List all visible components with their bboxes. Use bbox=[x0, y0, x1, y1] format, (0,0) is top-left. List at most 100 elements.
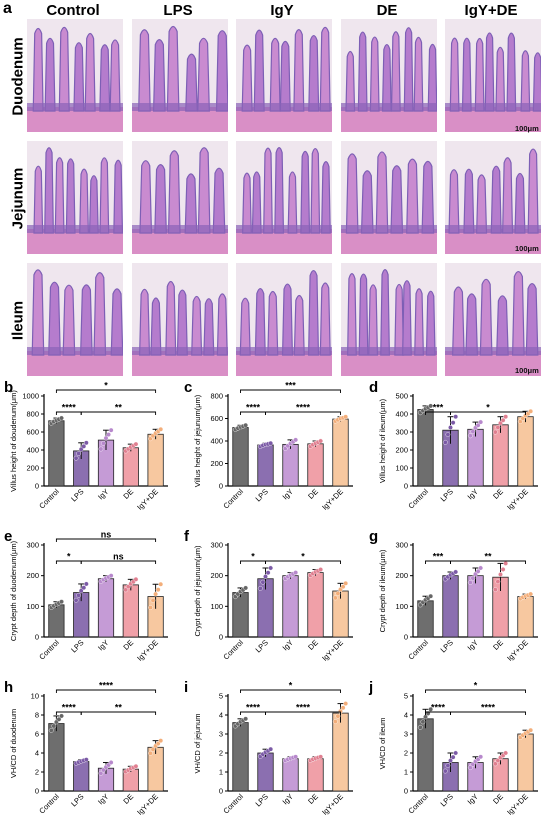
data-point bbox=[492, 761, 498, 767]
significance-label: ns bbox=[113, 552, 124, 562]
micrograph-jejunum-de bbox=[341, 141, 437, 254]
data-point bbox=[448, 758, 453, 764]
data-point bbox=[500, 567, 506, 572]
panel-letter-g: g bbox=[369, 528, 378, 545]
micrograph-duodenum-igy-de bbox=[445, 19, 541, 132]
data-point bbox=[478, 419, 484, 425]
data-point bbox=[335, 713, 341, 719]
x-tick-label: LPS bbox=[69, 638, 85, 654]
bar-lps bbox=[442, 575, 459, 638]
bar-control bbox=[232, 722, 249, 792]
data-point bbox=[78, 588, 84, 594]
data-point bbox=[478, 565, 484, 571]
micrograph-ileum-igy bbox=[236, 263, 332, 376]
y-tick-label: 10 bbox=[31, 692, 39, 701]
significance-label: * bbox=[104, 381, 108, 391]
y-tick-label: 3 bbox=[404, 730, 408, 739]
x-tick-label: IgY bbox=[281, 792, 295, 806]
data-point bbox=[263, 574, 268, 579]
y-tick-label: 4 bbox=[35, 749, 39, 758]
bar-igy-de bbox=[517, 733, 534, 792]
row-label-ileum: Ileum bbox=[9, 300, 27, 341]
data-point bbox=[528, 591, 534, 597]
data-point bbox=[475, 422, 481, 428]
data-point bbox=[528, 727, 534, 733]
x-tick-label: Control bbox=[406, 792, 430, 816]
x-tick-label: Control bbox=[221, 792, 245, 816]
data-point bbox=[478, 754, 484, 760]
y-tick-label: 4 bbox=[404, 711, 408, 720]
x-tick-label: IgY+DE bbox=[505, 792, 530, 817]
data-point bbox=[503, 414, 509, 420]
significance-label: *** bbox=[433, 552, 444, 562]
data-point bbox=[467, 433, 473, 439]
bar-igy-de bbox=[147, 433, 164, 487]
significance-bracket bbox=[55, 389, 157, 393]
significance-label: * bbox=[289, 681, 293, 691]
x-tick-label: DE bbox=[491, 792, 505, 806]
data-point bbox=[318, 438, 324, 444]
y-tick-label: 300 bbox=[395, 428, 408, 437]
y-axis-label: Villus height of ileum(μm) bbox=[378, 398, 387, 483]
significance-label: **** bbox=[296, 703, 311, 713]
data-point bbox=[158, 738, 164, 744]
data-point bbox=[343, 701, 349, 706]
data-point bbox=[500, 417, 506, 423]
x-tick-label: IgY+DE bbox=[135, 792, 160, 817]
data-point bbox=[260, 579, 266, 585]
significance-label: *** bbox=[433, 403, 444, 413]
data-point bbox=[475, 568, 481, 574]
micrograph-jejunum-igy-de bbox=[445, 141, 541, 254]
y-tick-label: 2 bbox=[404, 749, 408, 758]
column-header-igy: IgY bbox=[270, 2, 294, 19]
data-point bbox=[343, 414, 349, 420]
x-tick-label: IgY+DE bbox=[320, 792, 345, 817]
data-point bbox=[59, 713, 64, 719]
x-tick-label: LPS bbox=[439, 792, 455, 808]
x-tick-label: DE bbox=[121, 638, 135, 652]
bar-igy bbox=[282, 758, 299, 792]
bar-de bbox=[307, 758, 324, 792]
row-label-duodenum: Duodenum bbox=[9, 37, 27, 116]
significance-bracket bbox=[80, 560, 157, 564]
data-point bbox=[73, 455, 79, 461]
x-tick-label: LPS bbox=[69, 792, 85, 808]
y-axis-label: Crypt depth of duodenum(μm) bbox=[9, 540, 18, 641]
micrograph-ileum-de bbox=[341, 263, 437, 376]
data-point bbox=[503, 561, 509, 566]
x-tick-label: Control bbox=[406, 487, 430, 511]
bar-control bbox=[232, 592, 249, 638]
y-tick-label: 200 bbox=[26, 571, 39, 580]
data-point bbox=[76, 451, 82, 456]
significance-bracket bbox=[450, 560, 526, 564]
data-point bbox=[442, 439, 448, 445]
significance-bracket bbox=[450, 711, 526, 715]
significance-label: **** bbox=[246, 403, 261, 413]
bar-de bbox=[307, 572, 324, 638]
bar-de bbox=[307, 443, 324, 487]
data-point bbox=[453, 414, 459, 420]
x-tick-label: IgY bbox=[96, 638, 110, 652]
significance-bracket bbox=[80, 411, 157, 415]
data-point bbox=[417, 724, 423, 730]
y-tick-label: 0 bbox=[404, 482, 408, 491]
y-tick-label: 100 bbox=[210, 602, 223, 611]
data-point bbox=[448, 425, 453, 430]
data-point bbox=[470, 429, 476, 435]
row-label-jejunum: Jejunum bbox=[9, 167, 27, 230]
y-tick-label: 4 bbox=[219, 711, 223, 720]
data-point bbox=[265, 570, 271, 576]
x-tick-label: IgY+DE bbox=[320, 638, 345, 663]
data-point bbox=[108, 760, 114, 765]
significance-label: * bbox=[67, 552, 71, 562]
y-tick-label: 100 bbox=[395, 464, 408, 473]
data-point bbox=[243, 422, 249, 428]
y-tick-label: 300 bbox=[395, 541, 408, 550]
significance-label: * bbox=[474, 681, 478, 691]
bar-de bbox=[122, 447, 139, 487]
significance-bracket bbox=[55, 538, 157, 542]
significance-label: * bbox=[301, 552, 305, 562]
bar-control bbox=[48, 420, 65, 487]
